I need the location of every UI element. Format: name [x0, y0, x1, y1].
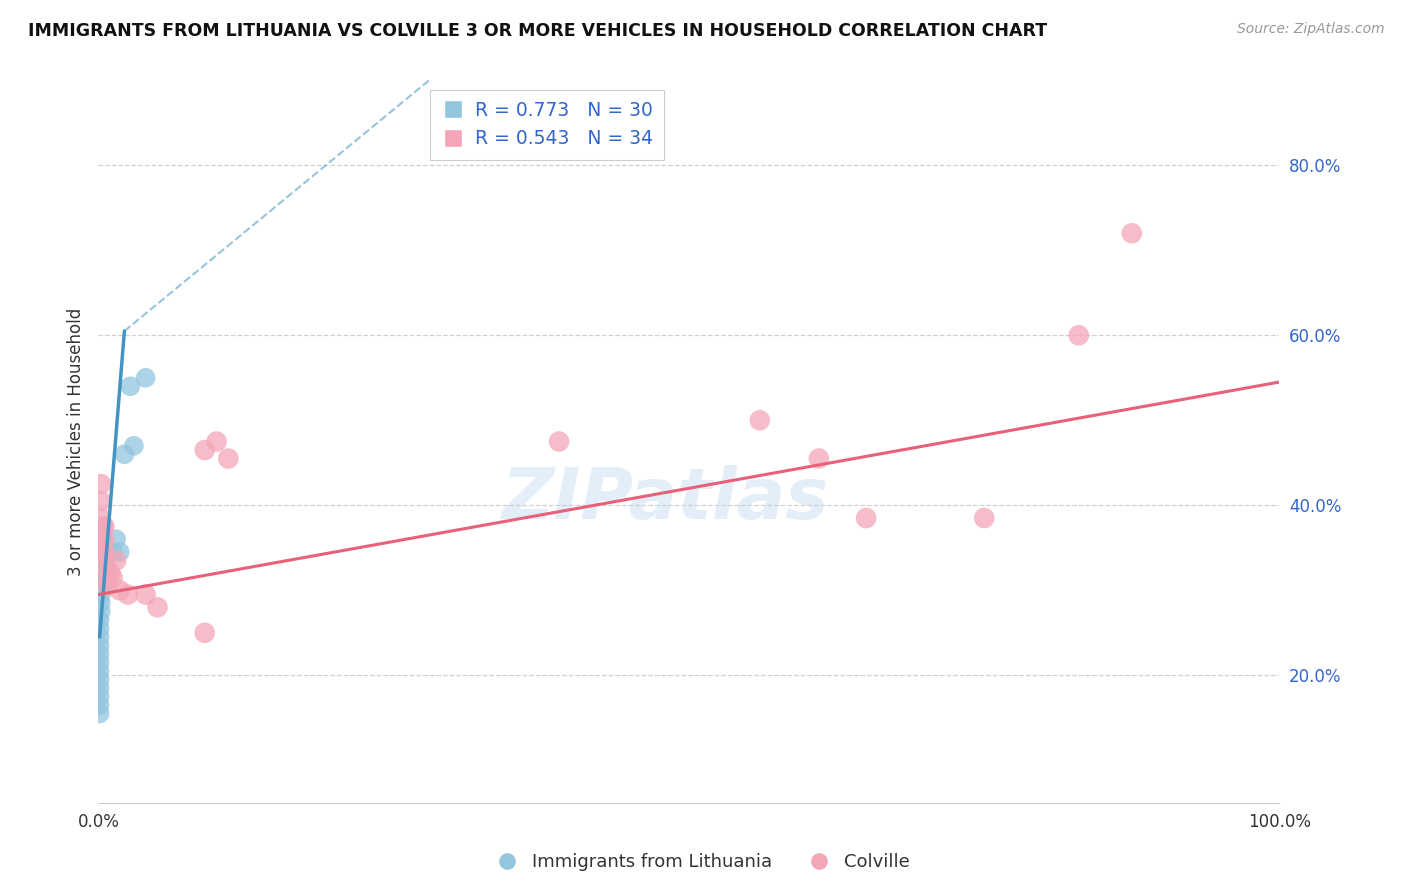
Point — [89, 630, 111, 644]
Point — [93, 533, 115, 547]
Point — [855, 511, 877, 525]
Point — [97, 579, 120, 593]
Point — [146, 600, 169, 615]
Point — [194, 625, 217, 640]
Point — [122, 439, 145, 453]
Point — [1121, 227, 1143, 241]
Text: ZIPatlas: ZIPatlas — [502, 465, 830, 533]
Point — [89, 673, 111, 687]
Point — [91, 570, 114, 584]
Point — [96, 570, 118, 584]
Point — [101, 545, 124, 559]
Point — [91, 519, 114, 533]
Point — [89, 664, 111, 678]
Point — [89, 690, 111, 704]
Point — [748, 413, 770, 427]
Point — [91, 570, 114, 584]
Point — [89, 698, 111, 712]
Point — [89, 647, 111, 661]
Point — [93, 562, 115, 576]
Point — [90, 596, 112, 610]
Point — [90, 511, 112, 525]
Point — [973, 511, 995, 525]
Point — [91, 549, 114, 564]
Point — [112, 447, 135, 461]
Point — [105, 533, 128, 547]
Point — [89, 656, 111, 670]
Point — [1067, 328, 1090, 343]
Point — [93, 519, 115, 533]
Point — [93, 562, 115, 576]
Point — [194, 443, 217, 458]
Point — [90, 494, 112, 508]
Point — [90, 477, 112, 491]
Point — [91, 579, 114, 593]
Point — [217, 451, 239, 466]
Legend: R = 0.773   N = 30, R = 0.543   N = 34: R = 0.773 N = 30, R = 0.543 N = 34 — [430, 90, 665, 160]
Point — [807, 451, 830, 466]
Point — [91, 579, 114, 593]
Point — [91, 541, 114, 555]
Point — [89, 613, 111, 627]
Point — [108, 583, 131, 598]
Point — [117, 588, 139, 602]
Point — [101, 570, 124, 584]
Point — [89, 706, 111, 721]
Point — [91, 533, 114, 547]
Point — [90, 524, 112, 538]
Point — [135, 371, 157, 385]
Point — [120, 379, 142, 393]
Point — [90, 588, 112, 602]
Point — [548, 434, 571, 449]
Point — [105, 553, 128, 567]
Point — [93, 545, 115, 559]
Point — [135, 588, 157, 602]
Point — [96, 562, 118, 576]
Point — [91, 549, 114, 564]
Point — [90, 605, 112, 619]
Y-axis label: 3 or more Vehicles in Household: 3 or more Vehicles in Household — [66, 308, 84, 575]
Legend: Immigrants from Lithuania, Colville: Immigrants from Lithuania, Colville — [489, 847, 917, 879]
Point — [89, 681, 111, 695]
Point — [91, 536, 114, 550]
Point — [89, 622, 111, 636]
Point — [94, 558, 117, 572]
Point — [98, 566, 121, 581]
Point — [205, 434, 228, 449]
Text: IMMIGRANTS FROM LITHUANIA VS COLVILLE 3 OR MORE VEHICLES IN HOUSEHOLD CORRELATIO: IMMIGRANTS FROM LITHUANIA VS COLVILLE 3 … — [28, 22, 1047, 40]
Point — [89, 639, 111, 653]
Text: Source: ZipAtlas.com: Source: ZipAtlas.com — [1237, 22, 1385, 37]
Point — [108, 545, 131, 559]
Point — [94, 553, 117, 567]
